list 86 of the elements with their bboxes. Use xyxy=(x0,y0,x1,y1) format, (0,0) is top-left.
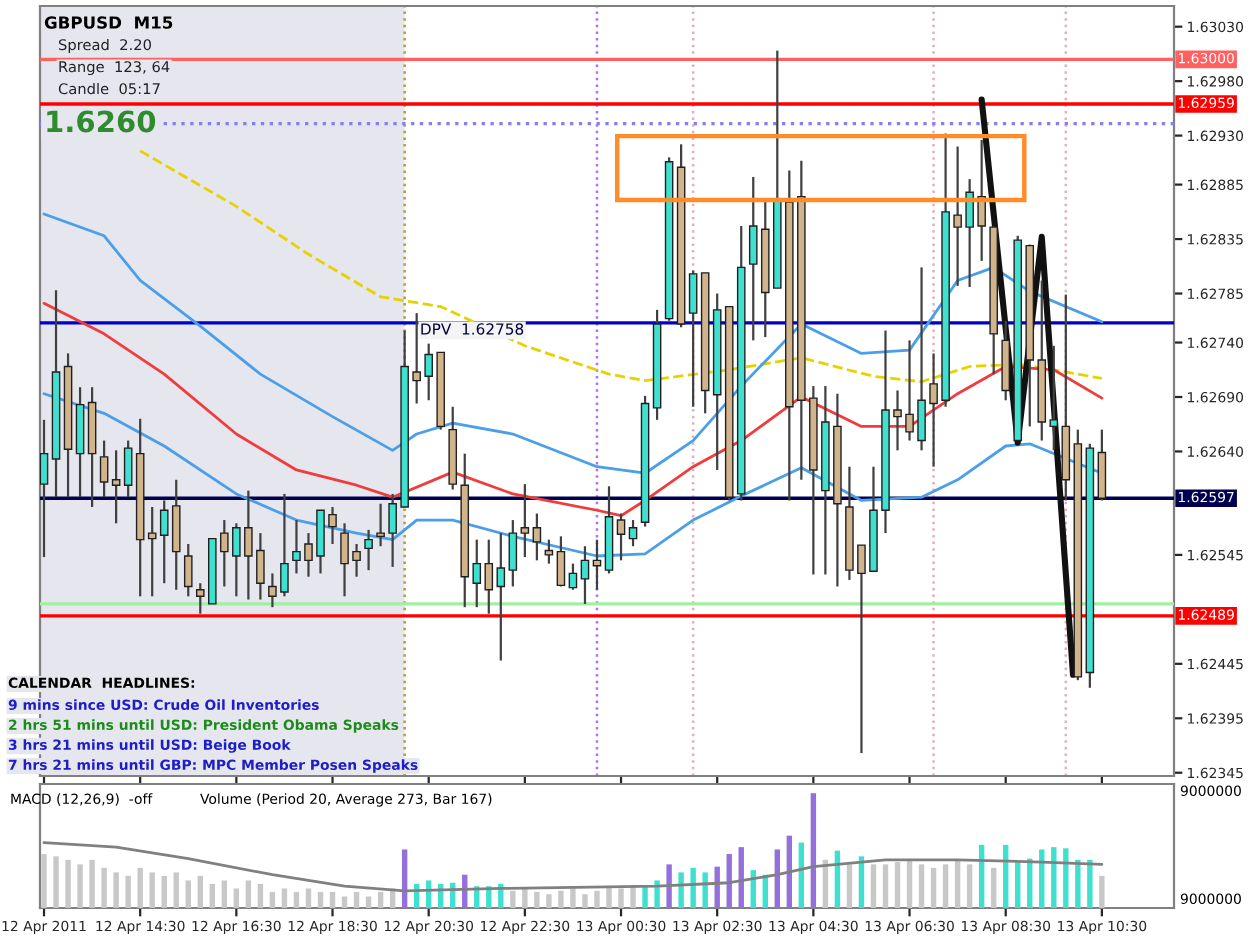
candlestick xyxy=(40,418,49,559)
bar xyxy=(1015,862,1021,908)
bar xyxy=(654,880,660,908)
bar xyxy=(197,875,203,908)
candlestick xyxy=(580,545,590,606)
bar xyxy=(161,875,167,908)
candlestick xyxy=(147,505,157,598)
bar xyxy=(173,872,179,908)
bar xyxy=(714,866,720,908)
candlestick xyxy=(99,439,109,499)
bar xyxy=(353,891,360,908)
bar xyxy=(317,891,324,908)
candlestick xyxy=(568,562,578,591)
candlestick xyxy=(111,449,121,525)
candlestick xyxy=(508,518,518,588)
bar xyxy=(510,890,516,908)
bar xyxy=(1075,859,1081,908)
bar xyxy=(269,891,276,908)
bar xyxy=(666,864,672,908)
bar xyxy=(594,890,600,908)
bar xyxy=(41,854,47,908)
bar xyxy=(209,883,216,908)
candlestick xyxy=(123,439,133,499)
candlestick xyxy=(496,532,506,662)
bar xyxy=(990,867,997,908)
bar xyxy=(305,888,312,908)
bar xyxy=(125,875,131,908)
bar xyxy=(522,888,528,908)
bar xyxy=(221,880,228,908)
candlestick xyxy=(520,483,530,559)
bar xyxy=(281,888,288,908)
line-series xyxy=(42,301,1104,518)
candlestick xyxy=(688,269,698,408)
bar xyxy=(918,864,925,908)
candlestick xyxy=(616,512,626,562)
annotation: GBPUSD M15 xyxy=(44,16,173,29)
candlestick xyxy=(1097,428,1107,502)
bar xyxy=(113,872,119,908)
bar xyxy=(810,793,817,908)
bar xyxy=(870,864,877,908)
candlestick xyxy=(364,528,373,572)
candlestick xyxy=(628,518,638,548)
bar xyxy=(702,872,708,908)
bar xyxy=(377,891,384,908)
bar xyxy=(149,872,155,908)
bar xyxy=(233,888,240,908)
bar xyxy=(101,867,107,908)
bar xyxy=(954,859,961,908)
candlestick xyxy=(183,542,193,598)
bar xyxy=(534,891,540,908)
bar xyxy=(546,894,552,908)
bar xyxy=(257,883,264,908)
bar xyxy=(1039,849,1045,908)
bar xyxy=(570,888,576,908)
bar xyxy=(690,867,696,908)
bar xyxy=(582,894,588,908)
bar xyxy=(1063,848,1069,908)
bar xyxy=(185,880,191,908)
bar xyxy=(329,891,336,908)
bar xyxy=(77,864,83,908)
candlestick xyxy=(532,512,542,562)
candlestick xyxy=(556,535,566,588)
bar xyxy=(89,859,95,908)
line-series xyxy=(42,212,1104,475)
bar xyxy=(906,859,913,908)
bar xyxy=(558,890,564,908)
bar xyxy=(53,856,59,908)
bar xyxy=(966,864,973,908)
bar xyxy=(618,888,624,908)
bar xyxy=(245,880,252,908)
bar xyxy=(930,867,937,908)
bar xyxy=(882,864,889,908)
bar xyxy=(1087,859,1093,908)
bar xyxy=(1099,875,1105,908)
candlestick xyxy=(544,538,554,565)
bar xyxy=(642,886,648,908)
bar xyxy=(606,886,612,908)
line-series xyxy=(138,149,1104,384)
bar xyxy=(846,864,853,908)
bar xyxy=(293,891,300,908)
bar xyxy=(678,872,684,908)
bar xyxy=(894,862,901,908)
bar xyxy=(65,859,71,908)
annotation: 1.6260 xyxy=(47,110,156,133)
bar xyxy=(942,864,949,908)
bar xyxy=(137,867,143,908)
